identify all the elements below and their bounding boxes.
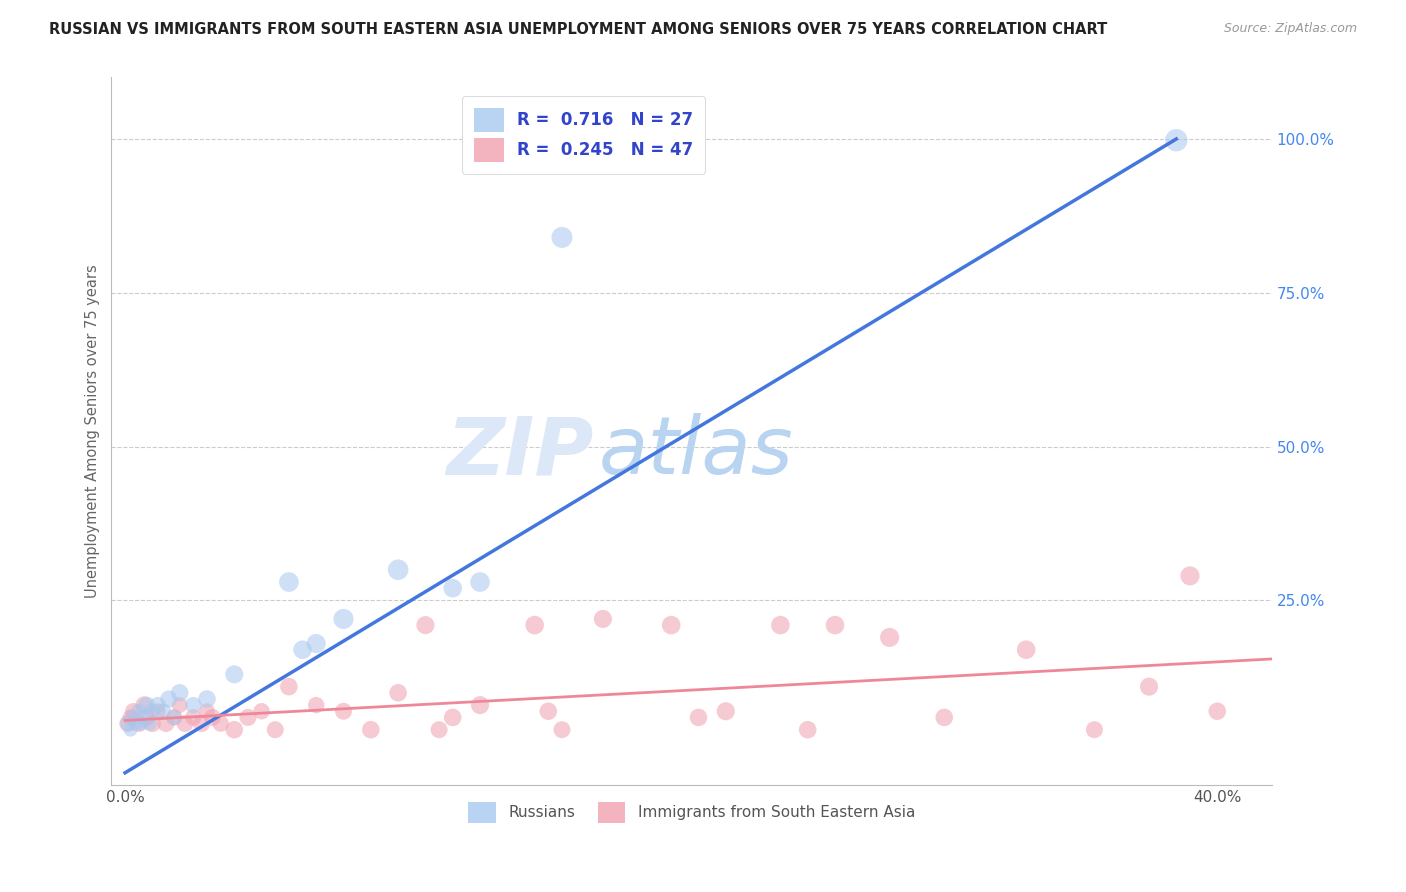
- Point: [163, 710, 186, 724]
- Point: [250, 704, 273, 718]
- Point: [277, 680, 299, 694]
- Point: [1166, 133, 1188, 147]
- Text: ZIP: ZIP: [446, 414, 593, 491]
- Point: [277, 574, 299, 589]
- Point: [551, 723, 574, 737]
- Point: [152, 704, 174, 718]
- Point: [195, 704, 218, 718]
- Point: [1178, 569, 1201, 583]
- Point: [427, 723, 450, 737]
- Point: [332, 612, 354, 626]
- Point: [135, 710, 157, 724]
- Point: [117, 716, 139, 731]
- Point: [169, 698, 191, 712]
- Point: [224, 723, 246, 737]
- Point: [468, 574, 491, 589]
- Point: [468, 698, 491, 712]
- Point: [138, 716, 160, 731]
- Point: [659, 618, 682, 632]
- Point: [134, 698, 156, 712]
- Point: [441, 581, 464, 595]
- Point: [146, 698, 169, 712]
- Text: RUSSIAN VS IMMIGRANTS FROM SOUTH EASTERN ASIA UNEMPLOYMENT AMONG SENIORS OVER 75: RUSSIAN VS IMMIGRANTS FROM SOUTH EASTERN…: [49, 22, 1108, 37]
- Point: [360, 723, 382, 737]
- Point: [934, 710, 956, 724]
- Point: [236, 710, 259, 724]
- Point: [415, 618, 437, 632]
- Point: [1137, 680, 1160, 694]
- Point: [117, 716, 139, 731]
- Point: [1206, 704, 1229, 718]
- Point: [183, 710, 205, 724]
- Point: [209, 716, 232, 731]
- Point: [305, 698, 328, 712]
- Point: [592, 612, 614, 626]
- Point: [332, 704, 354, 718]
- Point: [122, 710, 145, 724]
- Point: [131, 716, 153, 731]
- Point: [125, 716, 148, 731]
- Point: [796, 723, 818, 737]
- Text: Source: ZipAtlas.com: Source: ZipAtlas.com: [1223, 22, 1357, 36]
- Point: [146, 704, 169, 718]
- Point: [1083, 723, 1105, 737]
- Point: [441, 710, 464, 724]
- Point: [155, 716, 177, 731]
- Text: atlas: atlas: [599, 414, 793, 491]
- Point: [824, 618, 846, 632]
- Point: [879, 631, 901, 645]
- Point: [128, 704, 150, 718]
- Point: [163, 710, 186, 724]
- Point: [120, 710, 142, 724]
- Point: [387, 686, 409, 700]
- Point: [201, 710, 224, 724]
- Point: [537, 704, 560, 718]
- Point: [195, 692, 218, 706]
- Legend: Russians, Immigrants from South Eastern Asia: Russians, Immigrants from South Eastern …: [458, 791, 925, 834]
- Point: [174, 716, 197, 731]
- Point: [183, 698, 205, 712]
- Point: [523, 618, 546, 632]
- Point: [169, 686, 191, 700]
- Point: [120, 723, 142, 737]
- Point: [157, 692, 180, 706]
- Point: [264, 723, 287, 737]
- Point: [305, 636, 328, 650]
- Point: [688, 710, 710, 724]
- Point: [135, 698, 157, 712]
- Point: [141, 704, 163, 718]
- Point: [141, 716, 163, 731]
- Point: [128, 716, 150, 731]
- Point: [769, 618, 792, 632]
- Point: [387, 563, 409, 577]
- Point: [122, 704, 145, 718]
- Point: [134, 710, 156, 724]
- Y-axis label: Unemployment Among Seniors over 75 years: Unemployment Among Seniors over 75 years: [86, 264, 100, 599]
- Point: [1015, 642, 1038, 657]
- Point: [714, 704, 737, 718]
- Point: [551, 230, 574, 244]
- Point: [224, 667, 246, 681]
- Point: [291, 642, 314, 657]
- Point: [190, 716, 212, 731]
